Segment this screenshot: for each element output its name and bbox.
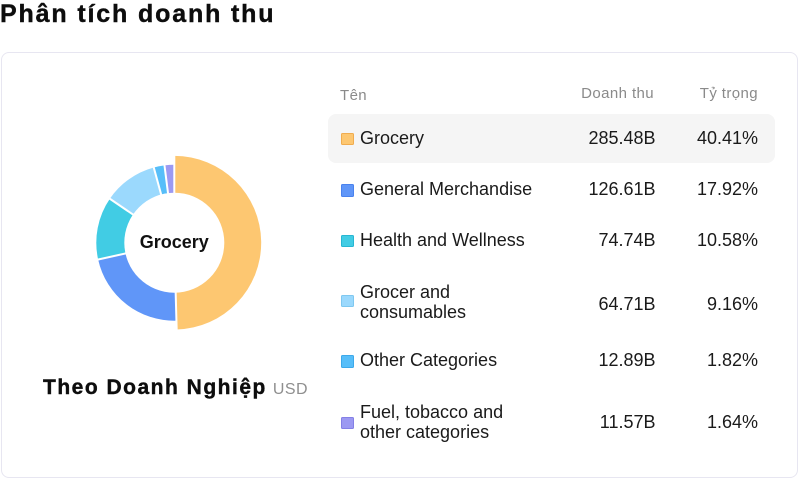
svg-text:Grocery: Grocery bbox=[140, 232, 209, 252]
